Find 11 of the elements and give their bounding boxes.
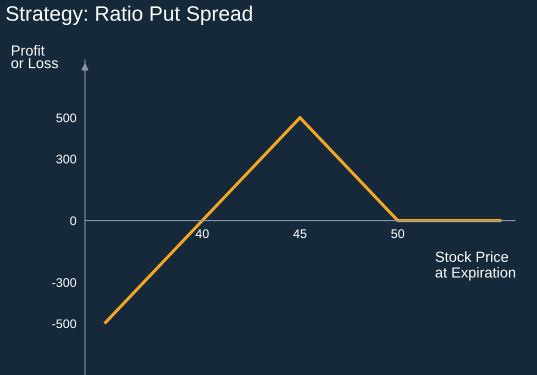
x-axis-title: Stock Price at Expiration <box>436 251 516 281</box>
y-tick-label: 0 <box>70 216 76 226</box>
chart-title: Strategy: Ratio Put Spread <box>6 6 252 26</box>
x-tick-label: 50 <box>391 229 404 238</box>
y-tick-label: -500 <box>52 319 76 328</box>
y-axis-title: Profit or Loss <box>11 45 58 68</box>
y-tick-label: 300 <box>56 154 76 164</box>
x-tick-label: 40 <box>196 229 209 238</box>
y-tick-label: 500 <box>56 113 76 122</box>
x-tick-label: 45 <box>293 229 306 238</box>
y-tick-label: -300 <box>52 278 76 288</box>
